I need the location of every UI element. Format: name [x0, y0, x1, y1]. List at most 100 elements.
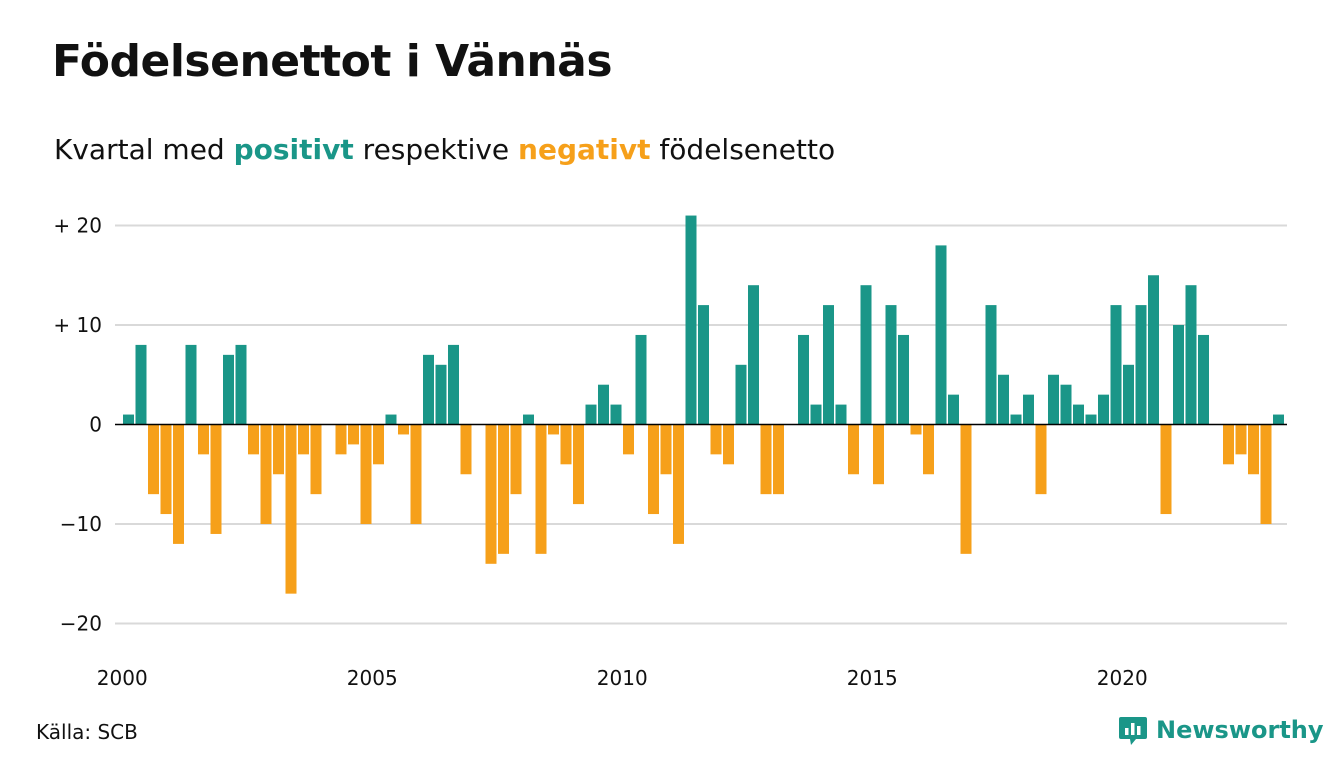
bar-positive — [1060, 384, 1072, 425]
subtitle-positive-label: positivt — [233, 133, 354, 166]
bar-positive — [885, 305, 897, 425]
bar-positive — [635, 334, 647, 425]
subtitle-text-before: Kvartal med — [54, 133, 234, 166]
bar-negative — [760, 424, 772, 495]
bar-positive — [1135, 305, 1147, 425]
bar-positive — [1048, 374, 1059, 425]
bar-positive — [523, 414, 534, 425]
bar-positive — [448, 344, 459, 425]
bar-negative — [535, 424, 547, 554]
bar-negative — [160, 424, 172, 515]
newsworthy-brand: Newsworthy — [1118, 714, 1324, 746]
bar-negative — [248, 424, 259, 455]
bar-negative — [1260, 424, 1272, 524]
bar-positive — [185, 344, 197, 425]
subtitle-text-middle: respektive — [353, 133, 519, 166]
bar-negative — [1160, 424, 1172, 515]
bar-positive — [798, 334, 809, 425]
bar-positive — [1085, 414, 1097, 425]
bar-negative — [723, 424, 734, 465]
bar-positive — [835, 404, 847, 425]
bar-negative — [210, 424, 222, 534]
bar-positive — [1110, 305, 1122, 425]
bar-positive — [1198, 334, 1209, 425]
bar-negative — [348, 424, 359, 445]
bar-positive — [1010, 414, 1022, 425]
bar-negative — [710, 424, 722, 455]
bars — [123, 215, 1284, 594]
bar-negative — [285, 424, 297, 594]
bar-negative — [273, 424, 284, 475]
bar-negative — [623, 424, 634, 455]
bar-negative — [848, 424, 859, 475]
bar-negative — [1035, 424, 1047, 495]
bar-positive — [1073, 404, 1084, 425]
bar-positive — [685, 215, 697, 425]
bar-negative — [335, 424, 347, 455]
bar-negative — [310, 424, 322, 495]
bar-negative — [560, 424, 572, 465]
bar-positive — [435, 364, 447, 425]
x-tick-label: 2005 — [347, 666, 398, 690]
y-tick-label: + 10 — [53, 313, 102, 337]
bar-positive — [860, 285, 872, 425]
source-note: Källa: SCB — [36, 720, 138, 744]
bar-negative — [410, 424, 422, 524]
y-tick-label: −20 — [60, 612, 102, 636]
y-tick-label: + 20 — [53, 214, 102, 238]
bar-negative — [910, 424, 922, 435]
bar-chart: + 20 + 10 0 −10 −20 2000 2005 2010 2015 2020 — [53, 214, 1287, 690]
bar-positive — [748, 285, 759, 425]
bar-negative — [923, 424, 934, 475]
bar-negative — [298, 424, 309, 455]
bar-positive — [1098, 394, 1109, 425]
bar-positive — [948, 394, 959, 425]
x-tick-label: 2015 — [847, 666, 898, 690]
bar-positive — [385, 414, 397, 425]
bar-positive — [235, 344, 247, 425]
bar-positive — [998, 374, 1009, 425]
chart-subtitle: Kvartal med positivt respektive negativt… — [54, 133, 835, 166]
bar-positive — [1148, 275, 1159, 425]
bar-positive — [1173, 325, 1184, 425]
bar-positive — [123, 414, 134, 425]
bar-positive — [698, 305, 709, 425]
bar-negative — [1223, 424, 1234, 465]
bar-negative — [360, 424, 372, 524]
bar-negative — [573, 424, 584, 505]
bar-positive — [1023, 394, 1034, 425]
bar-positive — [898, 334, 909, 425]
x-tick-label: 2020 — [1097, 666, 1148, 690]
brand-name: Newsworthy — [1156, 716, 1324, 744]
x-tick-label: 2010 — [597, 666, 648, 690]
bar-positive — [1273, 414, 1284, 425]
bar-positive — [610, 404, 622, 425]
subtitle-text-after: födelsenetto — [650, 133, 836, 166]
bar-positive — [935, 245, 947, 425]
bar-negative — [773, 424, 784, 495]
bar-positive — [985, 305, 997, 425]
bar-positive — [810, 404, 822, 425]
bar-positive — [1185, 285, 1197, 425]
bar-positive — [423, 354, 434, 425]
bar-negative — [198, 424, 209, 455]
bar-positive — [735, 364, 747, 425]
chart-title: Födelsenettot i Vännäs — [52, 36, 613, 87]
subtitle-negative-label: negativt — [518, 133, 651, 166]
bar-positive — [135, 344, 147, 425]
x-tick-label: 2000 — [97, 666, 148, 690]
bar-negative — [873, 424, 884, 485]
bar-negative — [373, 424, 384, 465]
bar-negative — [548, 424, 559, 435]
bar-negative — [173, 424, 184, 544]
bar-negative — [260, 424, 272, 524]
bar-negative — [648, 424, 659, 515]
bar-positive — [598, 384, 609, 425]
bar-negative — [510, 424, 522, 495]
y-axis-tick-labels: + 20 + 10 0 −10 −20 — [53, 214, 102, 636]
y-tick-label: 0 — [89, 413, 102, 437]
bar-positive — [223, 354, 234, 425]
bar-negative — [460, 424, 472, 475]
bar-negative — [485, 424, 497, 564]
bar-positive — [1123, 364, 1134, 425]
